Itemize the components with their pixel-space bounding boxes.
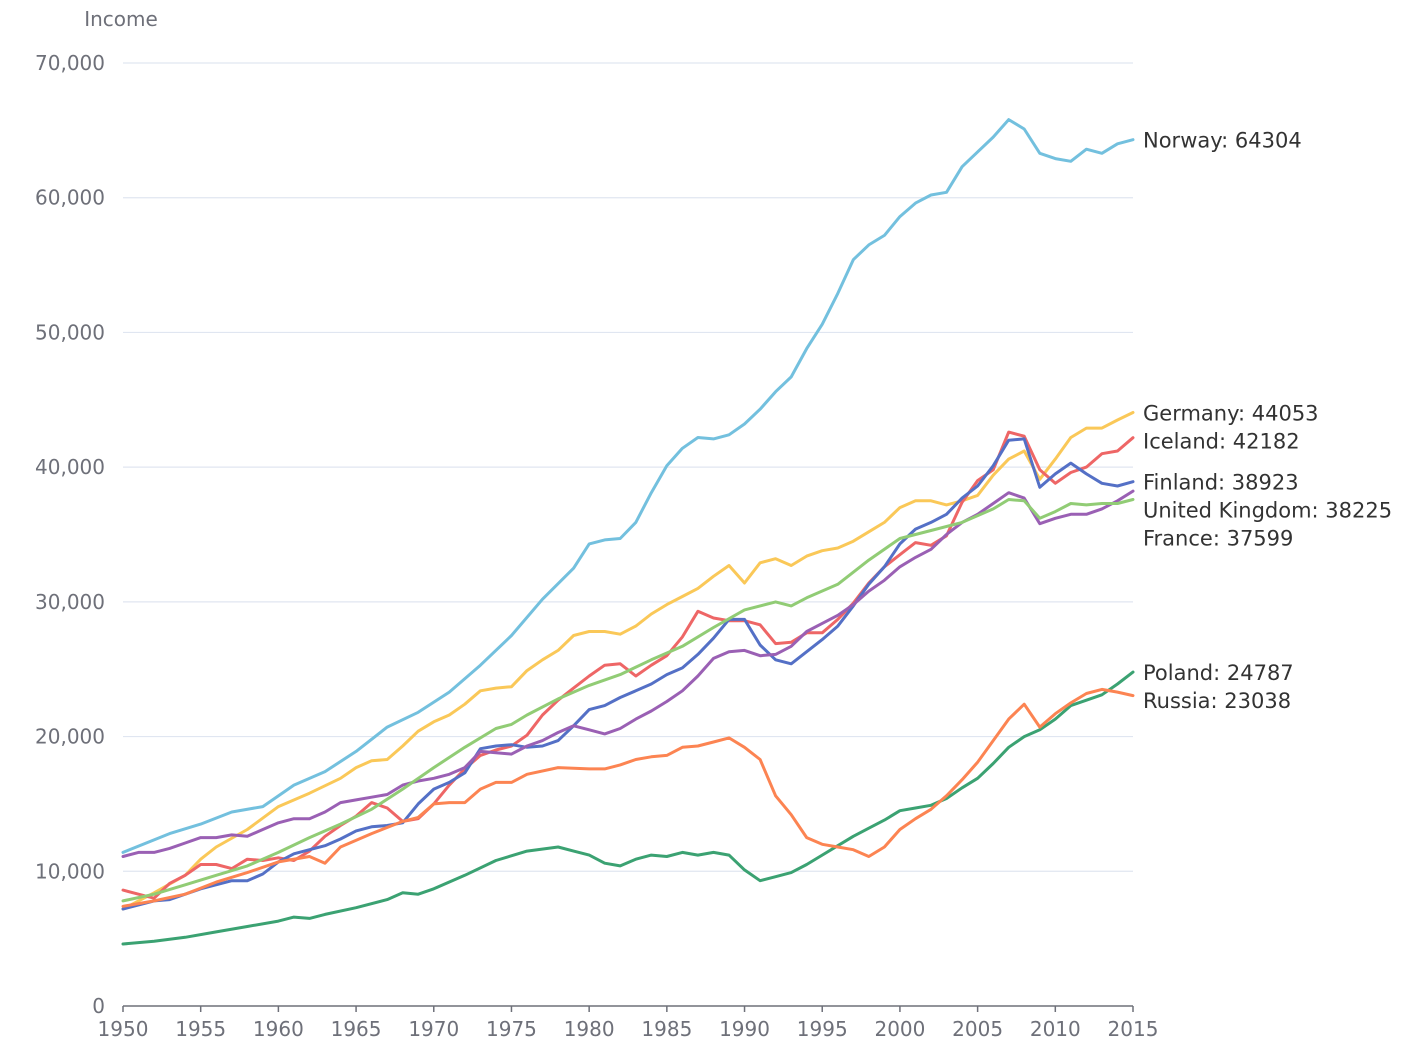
y-tick-label: 30,000 <box>35 590 105 614</box>
series-line-finland[interactable] <box>121 437 1135 911</box>
y-tick-label: 20,000 <box>35 725 105 749</box>
series-line-poland[interactable] <box>121 670 1135 946</box>
series-line-united-kingdom[interactable] <box>121 489 1135 858</box>
y-tick-label: 60,000 <box>35 186 105 210</box>
end-label-france: France: 37599 <box>1143 527 1293 551</box>
series-line-norway[interactable] <box>121 118 1135 854</box>
series-line-iceland[interactable] <box>121 430 1135 900</box>
x-tick-label: 1955 <box>175 1017 226 1041</box>
x-tick-label: 2010 <box>1030 1017 1081 1041</box>
series-lines <box>121 118 1135 946</box>
series-end-labels: Norway: 64304 Germany: 44053 Iceland: 4218… <box>1143 129 1392 713</box>
x-tick-label: 1995 <box>797 1017 848 1041</box>
x-tick-label: 1970 <box>408 1017 459 1041</box>
x-tick-label: 2005 <box>952 1017 1003 1041</box>
x-tick-label: 1980 <box>564 1017 615 1041</box>
series-line-france[interactable] <box>121 498 1135 903</box>
end-label-russia: Russia: 23038 <box>1143 689 1291 713</box>
y-tick-label: 70,000 <box>35 51 105 75</box>
axes: 0 10,000 20,000 30,000 40,000 50,000 60,000 70,… <box>35 51 1158 1041</box>
y-tick-label: 10,000 <box>35 859 105 883</box>
x-tick-label: 1975 <box>486 1017 537 1041</box>
x-tick-label: 1950 <box>98 1017 149 1041</box>
end-label-norway: Norway: 64304 <box>1143 129 1302 153</box>
end-label-poland: Poland: 24787 <box>1143 661 1294 685</box>
y-tick-label: 40,000 <box>35 455 105 479</box>
x-tick-label: 1960 <box>253 1017 304 1041</box>
y-axis-title: Income <box>84 7 158 31</box>
y-tick-label: 50,000 <box>35 320 105 344</box>
series-line-germany[interactable] <box>121 411 1135 911</box>
end-label-germany: Germany: 44053 <box>1143 402 1319 426</box>
end-label-united-kingdom: United Kingdom: 38225 <box>1143 499 1392 523</box>
grid-lines <box>123 62 1133 872</box>
end-label-iceland: Iceland: 42182 <box>1143 430 1300 454</box>
x-tick-label: 2015 <box>1108 1017 1159 1041</box>
series-line-russia[interactable] <box>121 687 1135 908</box>
end-label-finland: Finland: 38923 <box>1143 471 1299 495</box>
x-tick-label: 1985 <box>641 1017 692 1041</box>
x-tick-label: 1990 <box>719 1017 770 1041</box>
x-tick-label: 1965 <box>331 1017 382 1041</box>
y-tick-label: 0 <box>92 994 105 1018</box>
x-tick-label: 2000 <box>874 1017 925 1041</box>
